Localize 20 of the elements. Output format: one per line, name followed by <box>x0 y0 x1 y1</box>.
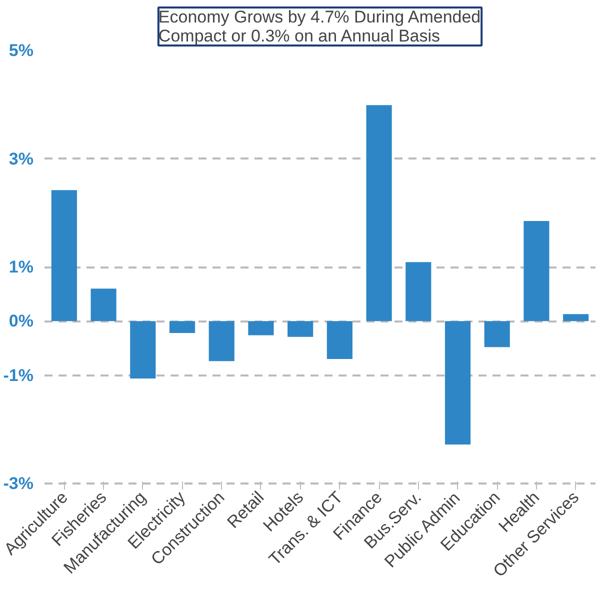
bar <box>563 314 589 322</box>
bar <box>326 321 352 360</box>
y-tick-label: -1% <box>3 366 34 385</box>
bar <box>51 190 77 322</box>
y-tick-label: -3% <box>3 474 34 493</box>
bar <box>90 288 116 322</box>
y-tick-label: 5% <box>8 41 34 60</box>
bar <box>130 321 156 378</box>
bar <box>444 321 471 445</box>
y-tick-label: 0% <box>8 312 34 331</box>
y-tick-label: 1% <box>8 258 34 276</box>
bar <box>169 321 196 334</box>
bar <box>208 321 234 362</box>
bar <box>248 321 274 336</box>
bar <box>406 262 432 322</box>
bar <box>288 321 314 337</box>
y-tick-label: 3% <box>8 149 34 168</box>
bar <box>524 220 550 322</box>
bar <box>366 105 392 322</box>
bar <box>484 321 510 348</box>
